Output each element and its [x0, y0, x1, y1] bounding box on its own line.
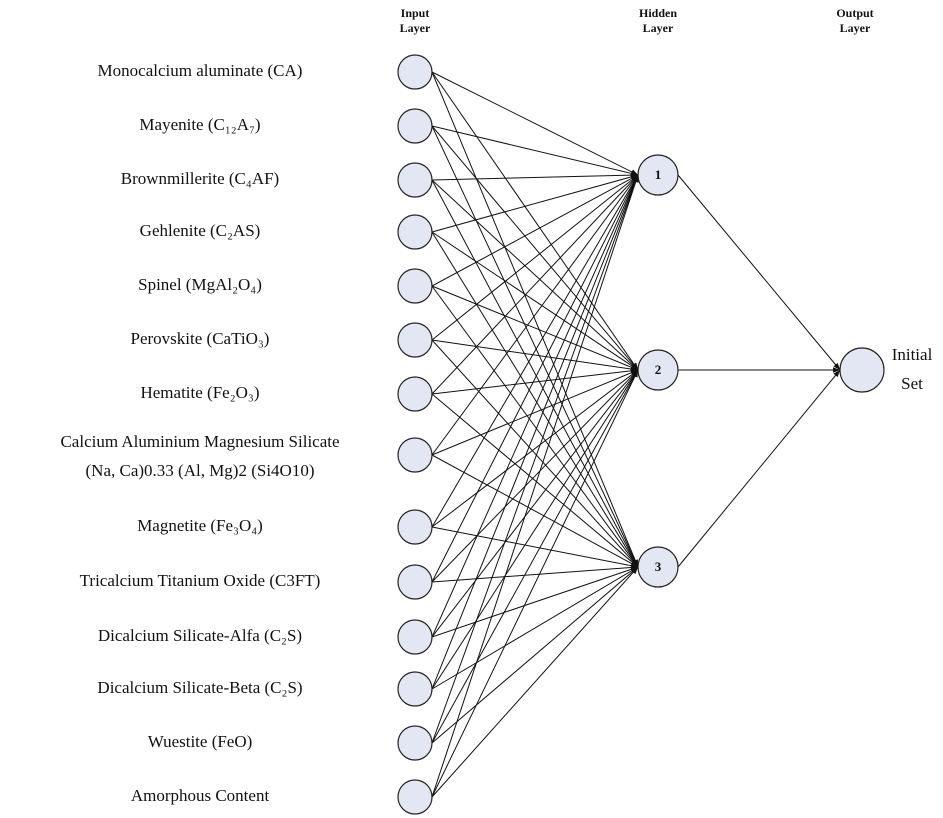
edge [431, 179, 639, 371]
input-label: Perovskite (CaTiO₃) [131, 329, 270, 348]
edge [431, 369, 639, 690]
edge [431, 71, 639, 371]
edge [431, 174, 639, 638]
edge [431, 566, 639, 798]
input-node [397, 564, 433, 600]
layer-header: Layer [400, 21, 431, 35]
hidden-label: 2 [655, 362, 662, 377]
input-label: Mayenite (C₁₂A₇) [139, 115, 260, 134]
edge [431, 174, 639, 395]
input-label: Calcium Aluminium Magnesium Silicate [60, 432, 339, 451]
input-label: Tricalcium Titanium Oxide (C3FT) [80, 571, 321, 590]
layer-header: Layer [840, 21, 871, 35]
edge [431, 454, 639, 568]
edge [431, 231, 639, 568]
edge [431, 174, 639, 583]
layer-header: Output [836, 6, 873, 20]
hidden-label: 1 [655, 167, 662, 182]
edge [431, 369, 639, 744]
edge [431, 174, 639, 287]
edge [431, 71, 639, 568]
edge [431, 339, 639, 372]
edge [431, 566, 639, 744]
layer-header: Hidden [639, 6, 677, 20]
input-label: Hematite (Fe₂O₃) [140, 383, 259, 402]
output-label: Initial [892, 345, 933, 364]
edge [431, 566, 639, 638]
labels: InputLayerHiddenLayerOutputLayerMonocalc… [60, 6, 932, 805]
input-label: Amorphous Content [131, 786, 270, 805]
edge [431, 369, 639, 798]
edge [431, 179, 639, 568]
input-label: Dicalcium Silicate-Beta (C₂S) [97, 678, 302, 697]
edge [431, 566, 639, 690]
layer-header: Input [401, 6, 430, 20]
edge [431, 369, 639, 638]
edge [431, 369, 639, 528]
input-node [397, 108, 433, 144]
input-label: Gehlenite (C₂AS) [140, 221, 261, 240]
input-node [397, 671, 433, 707]
input-label: Magnetite (Fe₃O₄) [137, 516, 263, 535]
edge [431, 285, 639, 371]
edge [431, 393, 639, 568]
layer-header: Layer [643, 21, 674, 35]
edge [431, 174, 639, 798]
edge [431, 125, 639, 568]
nodes [397, 54, 885, 815]
edge [431, 174, 639, 528]
input-node [397, 322, 433, 358]
edge [431, 564, 639, 583]
hidden-node [637, 546, 679, 588]
edge [677, 174, 841, 371]
input-node [397, 779, 433, 815]
input-node [397, 725, 433, 761]
input-label: (Na, Ca)0.33 (Al, Mg)2 (Si4O10) [86, 461, 315, 480]
edge [431, 174, 639, 456]
hidden-node [637, 349, 679, 391]
input-label: Dicalcium Silicate-Alfa (C₂S) [98, 626, 302, 645]
input-node [397, 619, 433, 655]
edge [431, 231, 639, 371]
hidden-node [637, 154, 679, 196]
input-node [397, 54, 433, 90]
edge [677, 369, 841, 568]
edge [431, 174, 639, 341]
edge [431, 174, 639, 233]
output-node [839, 347, 885, 393]
edge [431, 125, 639, 371]
connections [431, 71, 841, 798]
edge [431, 174, 639, 744]
edge [431, 172, 639, 181]
hidden-label: 3 [655, 559, 662, 574]
output-label: Set [901, 374, 923, 393]
input-node [397, 376, 433, 412]
edge [431, 339, 639, 568]
input-node [397, 162, 433, 198]
input-label: Wuestite (FeO) [148, 732, 253, 751]
edge [431, 125, 639, 177]
edge [431, 174, 639, 690]
edge [431, 368, 639, 395]
input-label: Brownmillerite (C₄AF) [121, 169, 279, 188]
input-node [397, 437, 433, 473]
edge [431, 285, 639, 568]
input-label: Monocalcium aluminate (CA) [98, 61, 303, 80]
input-node [397, 268, 433, 304]
edge [431, 369, 639, 583]
input-label: Spinel (MgAl₂O₄) [138, 275, 262, 294]
edge [431, 526, 639, 569]
edge [431, 369, 639, 456]
input-node [397, 214, 433, 250]
edge [431, 71, 639, 176]
input-node [397, 509, 433, 545]
